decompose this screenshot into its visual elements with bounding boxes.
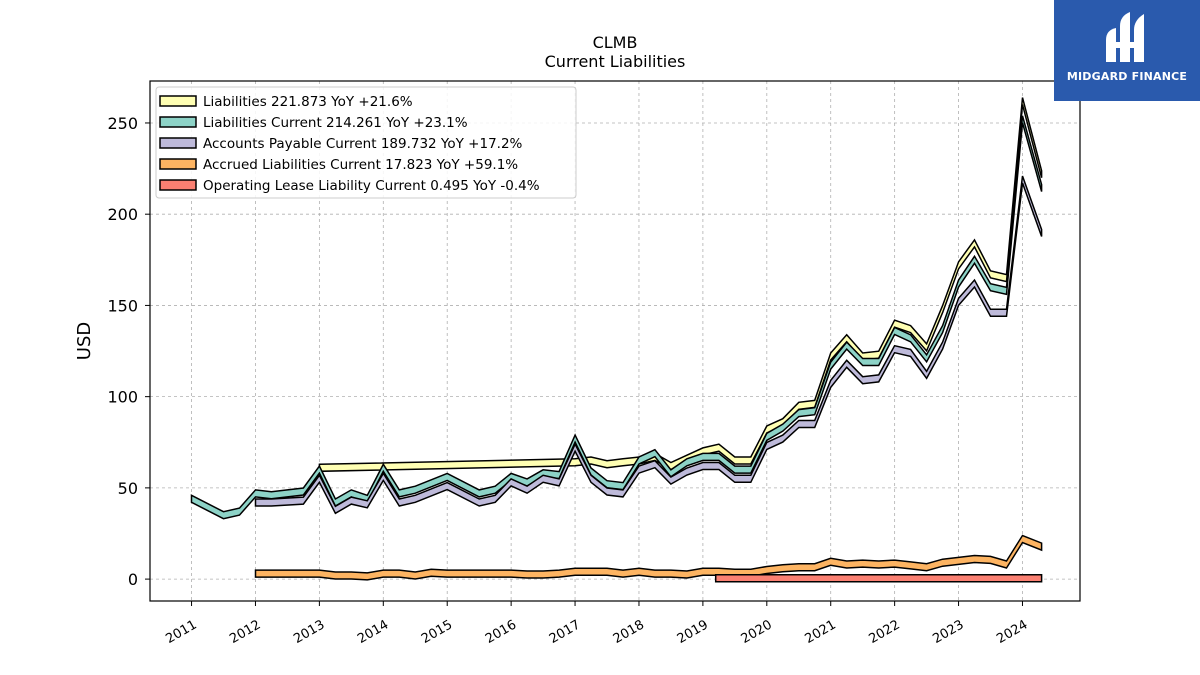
series-accrued-liabilities-current: [254, 534, 1043, 581]
y-tick-label: 200: [107, 205, 138, 224]
legend-entry: Liabilities Current 214.261 YoY +23.1%: [203, 115, 468, 131]
chart-title: CLMB: [593, 33, 638, 52]
y-axis-label: USD: [74, 322, 95, 360]
legend-swatch: [159, 116, 197, 128]
x-tick-label: 2018: [611, 617, 647, 647]
plot-frame: [149, 80, 1081, 602]
legend-swatch: [159, 137, 197, 149]
y-tick-label: 150: [107, 296, 138, 315]
legend-entry: Liabilities 221.873 YoY +21.6%: [203, 94, 413, 110]
logo-text: MIDGARD FINANCE: [1066, 70, 1188, 83]
x-tick-label: 2023: [930, 617, 966, 647]
x-tick-label: 2024: [994, 617, 1030, 647]
x-tick-label: 2019: [675, 617, 711, 647]
legend-swatch: [159, 158, 197, 170]
x-tick-label: 2017: [547, 617, 583, 647]
series-band: [254, 175, 1043, 515]
legend-entry: Accounts Payable Current 189.732 YoY +17…: [203, 136, 523, 152]
legend-swatch: [159, 179, 197, 191]
x-tick-label: 2013: [291, 617, 327, 647]
x-tick-label: 2021: [803, 617, 839, 647]
x-axis: 2011 2012 2013 2014 2015 2016 2017 2018 2019 2020…: [163, 601, 1030, 647]
y-tick-label: 50: [118, 479, 138, 498]
chart-subtitle: Current Liabilities: [545, 52, 686, 71]
series-accounts-payable-current: [254, 175, 1043, 515]
y-tick-label: 250: [107, 114, 138, 133]
legend-box: [155, 86, 577, 199]
y-tick-label: 0: [128, 570, 138, 589]
logo-mark-icon: [1106, 12, 1144, 62]
x-tick-label: 2020: [739, 617, 775, 647]
x-tick-label: 2015: [419, 617, 455, 647]
legend-swatch: [159, 95, 197, 107]
x-tick-label: 2012: [227, 617, 263, 647]
midgard-finance-logo: MIDGARD FINANCE: [1054, 0, 1200, 101]
x-tick-label: 2011: [163, 617, 199, 647]
series-band: [254, 534, 1043, 581]
y-axis: 0 50 100 150 200 250: [107, 114, 150, 589]
legend-entry: Accrued Liabilities Current 17.823 YoY +…: [203, 157, 518, 173]
series-operating-lease-liability-current: [714, 573, 1043, 583]
legend-entry: Operating Lease Liability Current 0.495 …: [203, 178, 540, 194]
y-tick-label: 100: [107, 388, 138, 407]
x-tick-label: 2022: [866, 617, 902, 647]
x-tick-label: 2014: [355, 617, 391, 647]
series-band: [714, 573, 1043, 583]
series-layer: [190, 97, 1043, 583]
x-tick-label: 2016: [483, 617, 519, 647]
legend: Liabilities 221.873 YoY +21.6% Liabilitie…: [155, 86, 577, 199]
